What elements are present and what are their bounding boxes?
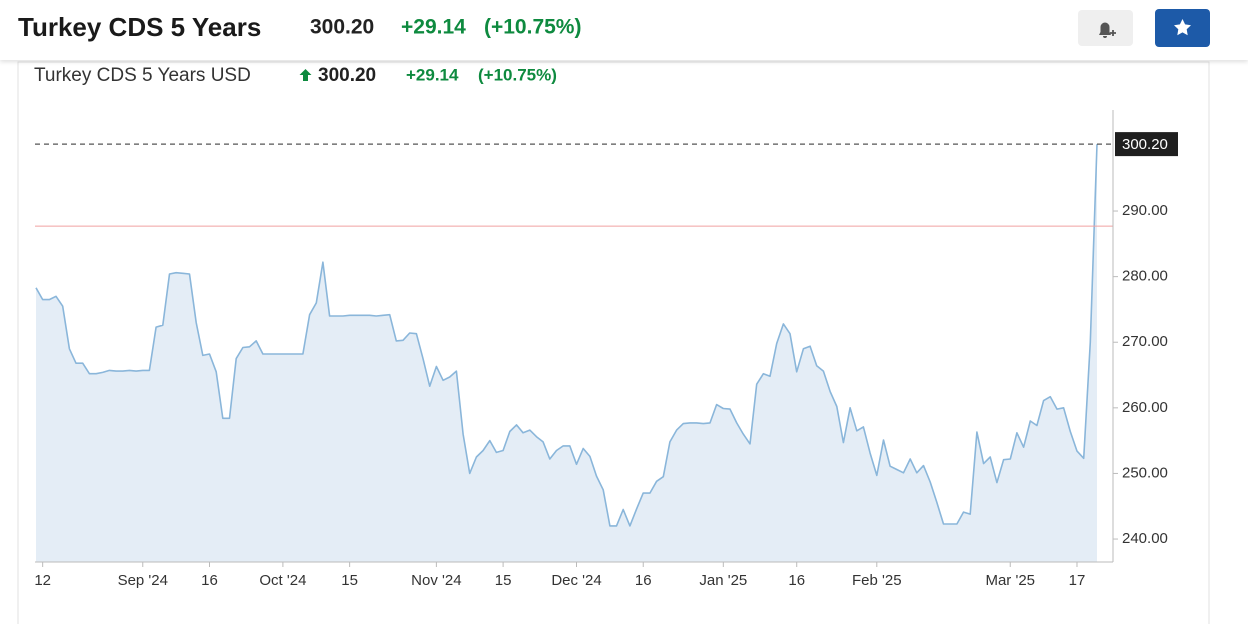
x-tick-label: Feb '25 <box>852 572 902 589</box>
y-tick-label: 260.00 <box>1122 399 1168 416</box>
alert-button[interactable] <box>1078 10 1133 46</box>
y-tick-label: 280.00 <box>1122 268 1168 285</box>
x-tick-label: 12 <box>34 572 51 589</box>
y-tick-label: 240.00 <box>1122 530 1168 547</box>
chart-title: Turkey CDS 5 Years USD <box>34 65 251 86</box>
header-change-pct: (+10.75%) <box>484 16 581 39</box>
x-tick-label: Nov '24 <box>411 572 461 589</box>
price-tag-label: 300.20 <box>1122 136 1168 153</box>
x-tick-label: Oct '24 <box>259 572 306 589</box>
plot: Investing.com240.00250.00260.00270.00280… <box>34 110 1178 589</box>
watchlist-button[interactable] <box>1155 9 1210 47</box>
star-icon[interactable] <box>1174 19 1191 36</box>
header-price: 300.20 <box>310 16 374 39</box>
chart-change-pct: (+10.75%) <box>478 65 557 84</box>
x-tick-label: Jan '25 <box>699 572 747 589</box>
header-bar <box>0 0 1248 60</box>
price-tag-box <box>1115 132 1178 157</box>
x-tick-label: 15 <box>495 572 512 589</box>
x-tick-label: 16 <box>201 572 218 589</box>
x-tick-label: Mar '25 <box>985 572 1035 589</box>
y-tick-label: 270.00 <box>1122 333 1168 350</box>
up-arrow <box>299 69 312 81</box>
price-line <box>35 144 1098 527</box>
x-tick-label: Sep '24 <box>118 572 168 589</box>
x-tick-label: 15 <box>341 572 358 589</box>
x-tick-label: Dec '24 <box>551 572 601 589</box>
bell-icon[interactable] <box>1099 22 1111 39</box>
x-tick-label: 17 <box>1069 572 1086 589</box>
header-title: Turkey CDS 5 Years <box>18 12 261 42</box>
chart-change: +29.14 <box>406 65 459 84</box>
x-tick-label: 16 <box>788 572 805 589</box>
y-tick-label: 250.00 <box>1122 464 1168 481</box>
x-tick-label: 16 <box>635 572 652 589</box>
chart-price: 300.20 <box>318 65 376 86</box>
area-fill <box>36 144 1097 562</box>
header-change: +29.14 <box>401 16 466 39</box>
plus-icon[interactable] <box>1110 30 1116 36</box>
y-tick-label: 290.00 <box>1122 202 1168 219</box>
